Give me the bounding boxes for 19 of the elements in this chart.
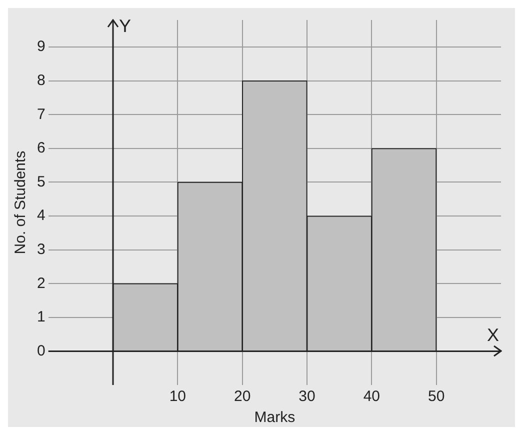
x-tick-label: 40	[363, 388, 380, 406]
y-tick-label: 5	[37, 173, 46, 190]
x-tick-label: 30	[298, 388, 316, 406]
annotation: Y	[119, 16, 132, 36]
y-tick-label: 0	[37, 342, 46, 360]
y-tick-label: 4	[37, 207, 46, 224]
x-tick-label: 10	[169, 388, 186, 406]
y-tick-label: 3	[37, 240, 46, 258]
annotation: X	[486, 325, 500, 346]
y-tick-label: 1	[37, 308, 46, 326]
y-tick-label: 8	[37, 72, 46, 89]
y-axis-title: No. of Students	[12, 150, 30, 254]
x-tick-label: 20	[234, 388, 251, 406]
x-tick-label: 50	[428, 388, 445, 406]
y-tick-label: 2	[37, 274, 46, 292]
y-tick-label: 6	[37, 140, 46, 157]
y-tick-label: 9	[37, 38, 46, 56]
y-tick-label: 7	[37, 106, 46, 123]
x-axis-title: Marks	[254, 409, 296, 426]
